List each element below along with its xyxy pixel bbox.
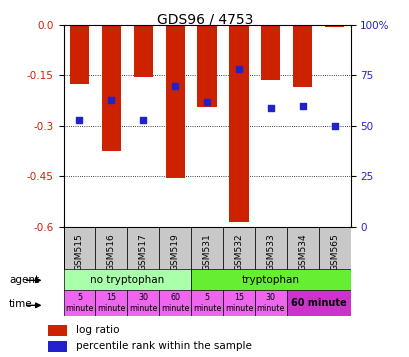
Point — [267, 105, 274, 111]
Text: 5
minute: 5 minute — [65, 293, 93, 313]
Point — [76, 117, 83, 123]
Bar — [191, 227, 222, 270]
Bar — [254, 227, 286, 270]
Text: 15
minute: 15 minute — [224, 293, 252, 313]
Point — [171, 83, 178, 89]
Bar — [324, 25, 343, 27]
Point — [203, 99, 210, 105]
Bar — [48, 341, 67, 352]
Bar — [133, 25, 153, 77]
Text: GSM515: GSM515 — [75, 233, 84, 271]
Bar — [63, 227, 95, 270]
Point — [235, 66, 242, 72]
Bar — [261, 25, 280, 80]
Bar — [292, 25, 312, 87]
Bar — [197, 25, 216, 107]
Bar — [95, 290, 127, 316]
Bar — [222, 227, 254, 270]
Bar — [165, 25, 184, 178]
Text: 15
minute: 15 minute — [97, 293, 125, 313]
Bar — [222, 290, 254, 316]
Bar — [191, 269, 350, 291]
Bar — [159, 290, 191, 316]
Text: 60
minute: 60 minute — [161, 293, 189, 313]
Text: GSM517: GSM517 — [138, 233, 147, 271]
Text: GSM565: GSM565 — [329, 233, 338, 271]
Bar — [159, 227, 191, 270]
Bar — [70, 25, 89, 84]
Bar — [286, 227, 318, 270]
Text: GSM519: GSM519 — [170, 233, 179, 271]
Text: GSM532: GSM532 — [234, 233, 243, 271]
Text: tryptophan: tryptophan — [241, 275, 299, 285]
Text: time: time — [9, 299, 33, 309]
Text: agent: agent — [9, 275, 39, 285]
Point — [330, 123, 337, 129]
Text: no tryptophan: no tryptophan — [90, 275, 164, 285]
Bar — [286, 290, 350, 316]
Bar — [229, 25, 248, 222]
Text: percentile rank within the sample: percentile rank within the sample — [76, 341, 251, 351]
Bar — [127, 227, 159, 270]
Bar — [48, 325, 67, 336]
Bar — [101, 25, 121, 151]
Bar — [254, 290, 286, 316]
Text: GDS96 / 4753: GDS96 / 4753 — [156, 12, 253, 26]
Point — [139, 117, 146, 123]
Text: log ratio: log ratio — [76, 325, 119, 335]
Point — [108, 97, 115, 102]
Point — [299, 103, 305, 109]
Bar — [95, 227, 127, 270]
Text: GSM531: GSM531 — [202, 233, 211, 271]
Text: GSM534: GSM534 — [297, 233, 306, 271]
Bar — [127, 290, 159, 316]
Bar — [191, 290, 222, 316]
Text: 30
minute: 30 minute — [256, 293, 284, 313]
Text: 30
minute: 30 minute — [129, 293, 157, 313]
Bar — [318, 227, 350, 270]
Text: 60 minute: 60 minute — [290, 298, 346, 308]
Text: 5
minute: 5 minute — [192, 293, 221, 313]
Text: GSM516: GSM516 — [107, 233, 116, 271]
Bar — [63, 290, 95, 316]
Text: GSM533: GSM533 — [266, 233, 275, 271]
Bar — [63, 269, 191, 291]
